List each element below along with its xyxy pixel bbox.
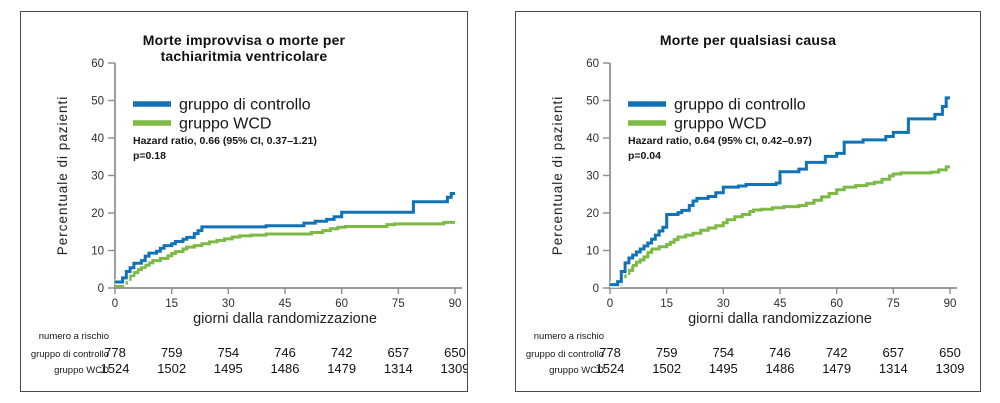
- risk-value: 746: [274, 345, 296, 360]
- x-tick-label: 30: [717, 298, 730, 310]
- x-tick-label: 75: [392, 298, 405, 310]
- x-tick-label: 60: [335, 298, 348, 310]
- km-chart-all-cause-death: 0 10 20 30 40 50 60 0 15 30 45 60 75 90 Percentuale di…: [526, 58, 965, 376]
- risk-value: 1502: [652, 361, 681, 376]
- panel-all-cause-death: Morte per qualsiasi causa 0 10 20 30 40 50 60 0…: [515, 11, 981, 392]
- y-tick-label: 40: [91, 133, 104, 145]
- risk-value: 657: [387, 345, 409, 360]
- legend-label-gruppo-wcd: gruppo WCD: [674, 116, 766, 133]
- y-tick-label: 50: [586, 96, 599, 108]
- x-tick-label: 45: [279, 298, 292, 310]
- y-tick-label: 10: [586, 246, 599, 258]
- hazard-ratio-annotation: Hazard ratio, 0.64 (95% CI, 0.42–0.97): [628, 135, 812, 147]
- curve-gruppo-di-controllo: [610, 96, 950, 287]
- risk-value: 1486: [271, 361, 300, 376]
- hazard-ratio-annotation: p=0.04: [628, 150, 661, 162]
- y-axis-label: Percentuale di pazienti: [55, 96, 70, 256]
- y-tick-label: 60: [586, 58, 599, 70]
- y-tick-label: 0: [593, 283, 599, 295]
- y-tick-label: 10: [91, 246, 104, 258]
- risk-table-title: numero a rischio: [534, 331, 604, 342]
- risk-value: 1309: [936, 361, 965, 376]
- panel-title: Morte per qualsiasi causa: [659, 32, 837, 48]
- risk-value: 759: [161, 345, 183, 360]
- x-axis-label: giorni dalla randomizzazione: [688, 311, 872, 327]
- risk-value: 759: [656, 345, 678, 360]
- risk-value: 1479: [327, 361, 356, 376]
- legend-label-gruppo-di-controllo: gruppo di controllo: [674, 97, 806, 114]
- curve-gruppo-wcd: [610, 165, 950, 288]
- x-tick-label: 75: [887, 298, 900, 310]
- y-tick-label: 60: [91, 58, 104, 70]
- risk-value: 650: [444, 345, 466, 360]
- y-tick-label: 20: [91, 208, 104, 220]
- y-tick-label: 50: [91, 96, 104, 108]
- x-tick-label: 45: [774, 298, 787, 310]
- x-tick-label: 0: [607, 298, 613, 310]
- risk-row-label-gruppo-wcd: gruppo WCD: [549, 365, 604, 376]
- risk-table-title: numero a rischio: [39, 331, 109, 342]
- x-tick-label: 15: [165, 298, 178, 310]
- y-tick-label: 30: [91, 171, 104, 183]
- curve-gruppo-di-controllo: [115, 192, 455, 284]
- risk-row-label-gruppo-wcd: gruppo WCD: [54, 365, 109, 376]
- risk-value: 657: [882, 345, 904, 360]
- x-tick-label: 15: [660, 298, 673, 310]
- risk-value: 754: [712, 345, 734, 360]
- curve-casing: [610, 94, 950, 288]
- risk-value: 746: [769, 345, 791, 360]
- risk-value: 1502: [157, 361, 186, 376]
- hazard-ratio-annotation: Hazard ratio, 0.66 (95% CI, 0.37–1.21): [133, 135, 317, 147]
- y-tick-label: 20: [586, 208, 599, 220]
- risk-row-label-gruppo-di-controllo: gruppo di controllo: [526, 349, 604, 360]
- x-tick-label: 90: [449, 298, 462, 310]
- x-tick-label: 90: [944, 298, 957, 310]
- curve-gruppo-wcd: [115, 220, 455, 288]
- risk-value: 1495: [214, 361, 243, 376]
- risk-value: 1524: [101, 361, 130, 376]
- risk-value: 1524: [596, 361, 625, 376]
- risk-value: 1314: [384, 361, 413, 376]
- hazard-ratio-annotation: p=0.18: [133, 150, 166, 162]
- risk-value: 754: [217, 345, 239, 360]
- x-tick-label: 30: [222, 298, 235, 310]
- risk-value: 742: [331, 345, 353, 360]
- km-chart-sudden-death: 0 10 20 30 40 50 60 0 15 30 45 60 75 90 Percentuale di…: [31, 58, 467, 376]
- y-tick-label: 30: [586, 171, 599, 183]
- x-axis-label: giorni dalla randomizzazione: [193, 311, 377, 327]
- risk-value: 742: [826, 345, 848, 360]
- risk-value: 1479: [822, 361, 851, 376]
- risk-value: 778: [599, 345, 621, 360]
- y-axis-label: Percentuale di pazienti: [550, 96, 565, 256]
- risk-value: 1495: [709, 361, 738, 376]
- y-tick-label: 40: [586, 133, 599, 145]
- panel-title: Morte improvvisa o morte per tachiaritmi…: [142, 32, 346, 64]
- y-tick-label: 0: [98, 283, 104, 295]
- risk-value: 1309: [441, 361, 467, 376]
- x-tick-label: 0: [112, 298, 118, 310]
- x-tick-label: 60: [830, 298, 843, 310]
- risk-row-label-gruppo-di-controllo: gruppo di controllo: [31, 349, 109, 360]
- legend-label-gruppo-di-controllo: gruppo di controllo: [179, 97, 311, 114]
- risk-value: 650: [939, 345, 961, 360]
- legend-label-gruppo-wcd: gruppo WCD: [179, 116, 271, 133]
- curve-casing: [115, 190, 455, 285]
- risk-value: 1486: [766, 361, 795, 376]
- risk-value: 778: [104, 345, 126, 360]
- risk-value: 1314: [879, 361, 908, 376]
- panel-sudden-death: Morte improvvisa o morte per tachiaritmi…: [20, 11, 468, 392]
